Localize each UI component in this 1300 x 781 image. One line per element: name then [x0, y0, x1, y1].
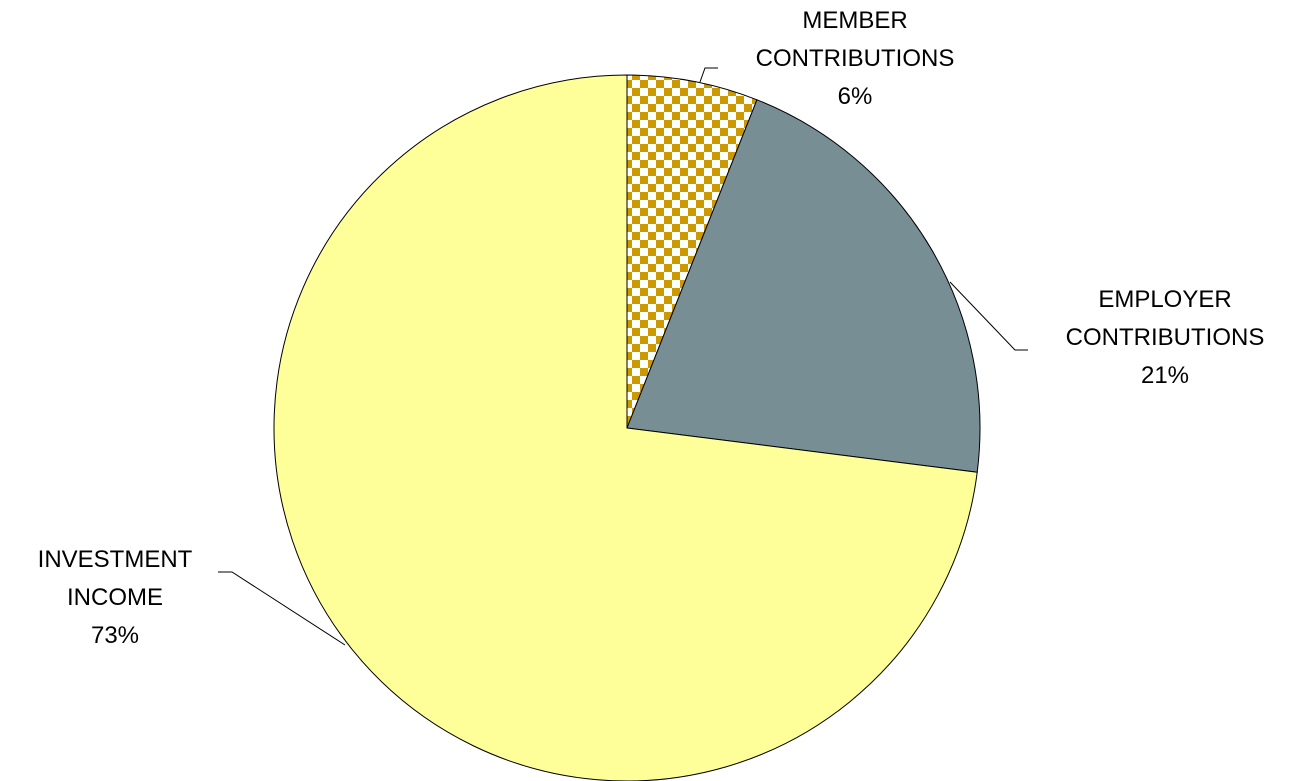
- category-label: EMPLOYER CONTRIBUTIONS: [1065, 286, 1265, 351]
- leader-line: [699, 67, 718, 83]
- pie-slice: [273, 74, 978, 781]
- value-label: 6%: [837, 83, 873, 110]
- slice-label: EMPLOYER CONTRIBUTIONS 21%: [1030, 281, 1300, 395]
- category-label: INVESTMENT INCOME: [37, 546, 193, 611]
- leader-line: [218, 571, 346, 646]
- category-label: MEMBER CONTRIBUTIONS: [755, 7, 955, 72]
- slice-label: MEMBER CONTRIBUTIONS 6%: [710, 2, 1000, 116]
- pie-slice: [626, 74, 758, 429]
- pie-slice: [626, 99, 981, 473]
- value-label: 21%: [1140, 362, 1190, 389]
- leader-line: [949, 281, 1028, 351]
- slice-label: INVESTMENT INCOME 73%: [0, 541, 230, 655]
- value-label: 73%: [90, 622, 140, 649]
